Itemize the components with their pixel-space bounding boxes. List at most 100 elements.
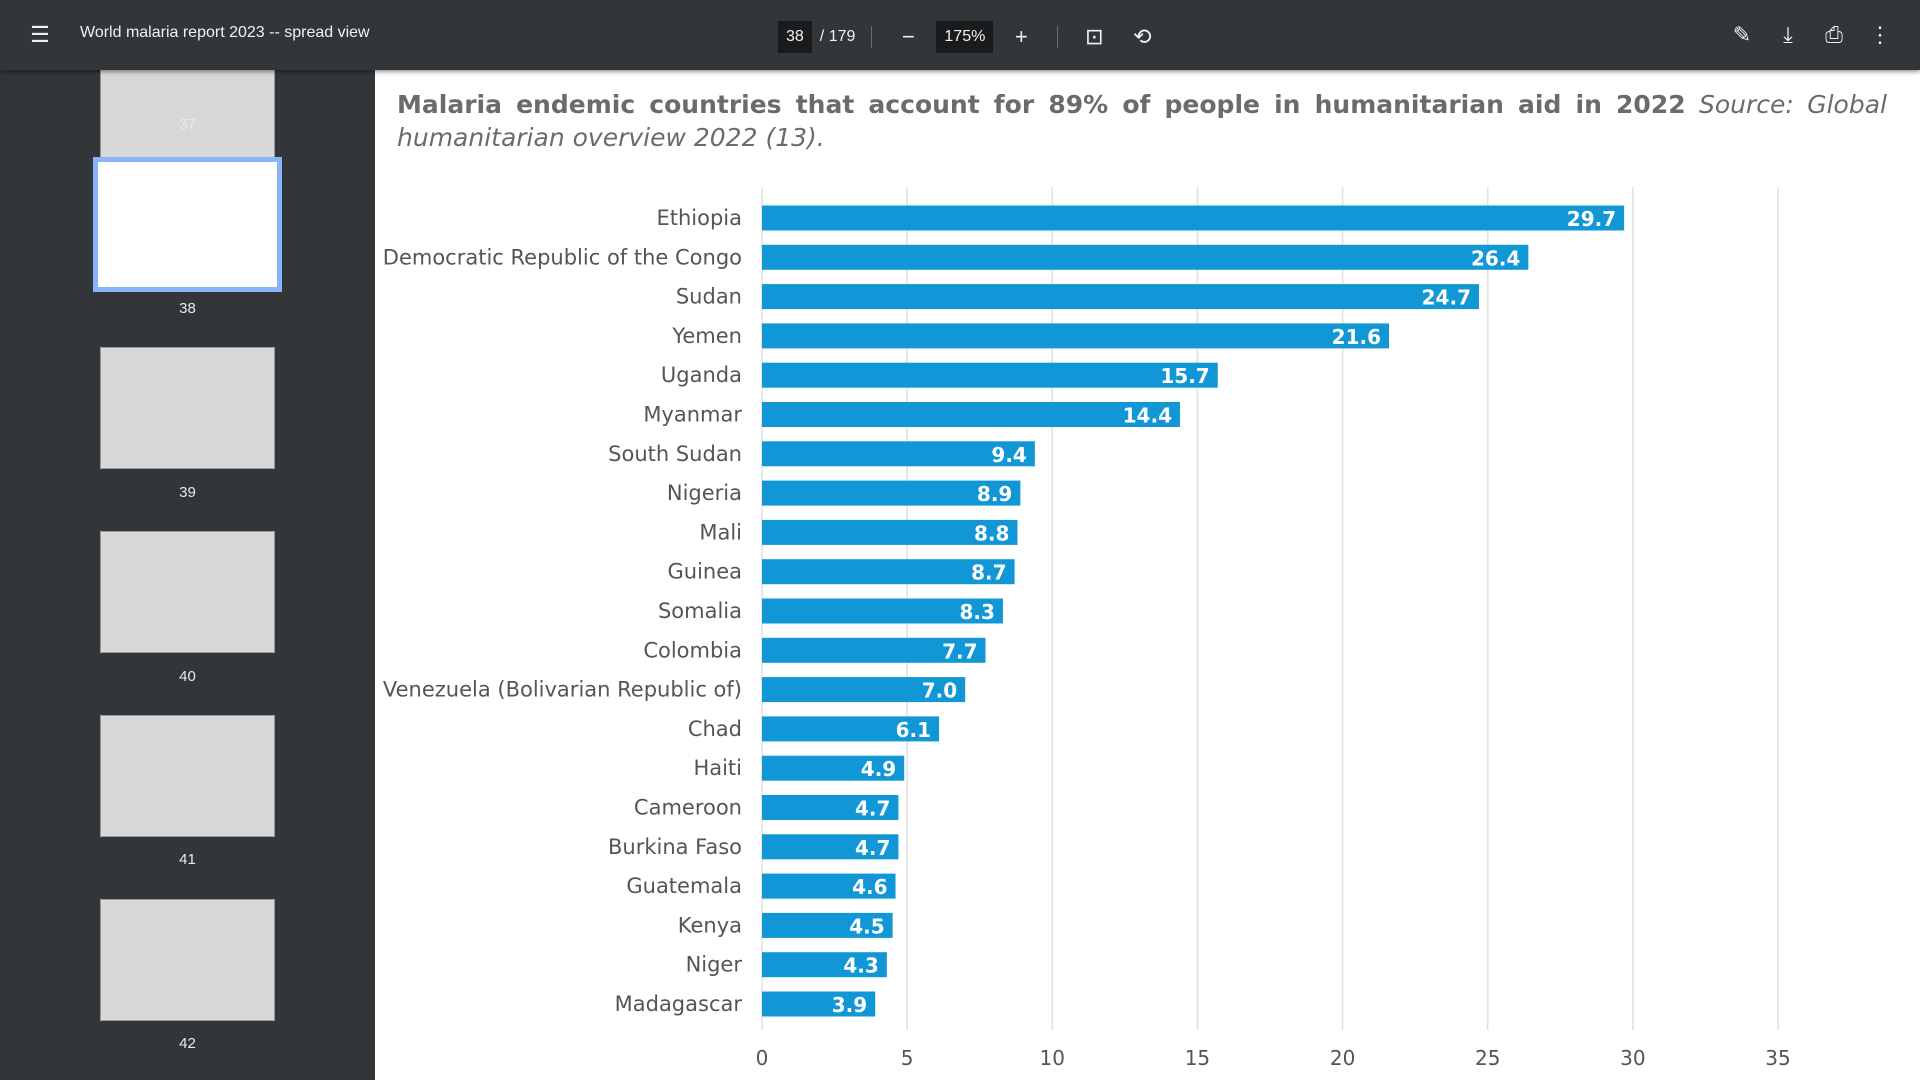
- bar: [762, 952, 887, 978]
- zoom-in-icon[interactable]: +: [1014, 24, 1028, 49]
- bar: [762, 284, 1480, 310]
- x-tick-label: 15: [1185, 1046, 1210, 1070]
- bar-value-label: 8.7: [971, 561, 1006, 585]
- page-total: / 179: [819, 28, 856, 45]
- page-thumbnail-label: 41: [179, 851, 196, 868]
- page-thumbnail[interactable]: [100, 347, 275, 469]
- category-label: Colombia: [643, 638, 742, 662]
- pdf-page: Malaria endemic countries that account f…: [375, 70, 1920, 1080]
- bar-value-label: 21.6: [1332, 325, 1381, 349]
- page-thumbnail-label: 39: [179, 484, 196, 501]
- chart-source: Source: Global humanitarian overview 202…: [397, 90, 1887, 152]
- category-label: Venezuela (Bolivarian Republic of): [383, 678, 742, 702]
- rotate-icon[interactable]: ⟲: [1133, 24, 1152, 49]
- bar-value-label: 4.5: [849, 914, 884, 938]
- page-thumbnail-label: 37: [179, 116, 196, 133]
- bar: [762, 441, 1035, 467]
- x-tick-label: 10: [1040, 1046, 1065, 1070]
- divider: [1057, 26, 1059, 48]
- menu-icon[interactable]: ☰: [30, 22, 50, 47]
- category-label: Haiti: [693, 756, 742, 780]
- divider: [871, 26, 873, 48]
- category-label: Ethiopia: [656, 206, 742, 230]
- bar: [762, 912, 893, 938]
- page-thumbnail[interactable]: [100, 531, 275, 653]
- category-label: Cameroon: [634, 796, 742, 820]
- bar-value-label: 9.4: [991, 443, 1026, 467]
- category-label: Guinea: [667, 560, 742, 584]
- zoom-out-icon[interactable]: −: [901, 24, 915, 49]
- bar: [762, 637, 986, 663]
- category-label: Somalia: [658, 599, 742, 623]
- category-label: South Sudan: [608, 442, 742, 466]
- category-label: Democratic Republic of the Congo: [383, 245, 742, 269]
- category-label: Madagascar: [615, 992, 743, 1016]
- category-label: Nigeria: [667, 481, 742, 505]
- bar: [762, 991, 876, 1017]
- bar: [762, 795, 899, 820]
- bar-chart: 0 5 10 15 20 25 30 35 Ethiopia 29.7 Democratic Rep…: [383, 187, 1791, 1070]
- bar-value-label: 24.7: [1422, 286, 1471, 310]
- bar: [762, 598, 1003, 624]
- bar: [762, 834, 899, 860]
- bar-value-label: 7.0: [922, 679, 957, 703]
- bar-value-label: 8.8: [974, 521, 1009, 545]
- page-thumbnail[interactable]: [100, 50, 275, 172]
- bar: [762, 402, 1181, 427]
- bar-value-label: 15.7: [1160, 364, 1209, 388]
- bar: [762, 362, 1218, 388]
- x-tick-label: 35: [1765, 1046, 1790, 1070]
- zoom-input[interactable]: 175%: [936, 21, 994, 53]
- category-label: Burkina Faso: [608, 835, 742, 859]
- bar-value-label: 4.7: [855, 836, 890, 860]
- bar: [762, 205, 1625, 231]
- bar-value-label: 3.9: [832, 993, 867, 1017]
- category-label: Kenya: [678, 913, 742, 937]
- page-thumbnail[interactable]: [100, 715, 275, 837]
- bar: [762, 519, 1018, 545]
- category-label: Myanmar: [643, 403, 742, 427]
- bar: [762, 244, 1529, 270]
- download-icon[interactable]: ⤓: [1783, 22, 1793, 47]
- fit-page-icon[interactable]: ⊡: [1085, 24, 1104, 49]
- category-label: Mali: [699, 520, 742, 544]
- thumbnail-sidebar: 37 38 39 40 41 42: [0, 50, 375, 1080]
- category-label: Chad: [688, 717, 742, 741]
- bar-value-label: 7.7: [942, 639, 977, 663]
- chart-title-text: Malaria endemic countries that account f…: [397, 90, 1686, 119]
- category-label: Guatemala: [626, 874, 742, 898]
- bar: [762, 677, 966, 703]
- x-tick-label: 5: [901, 1046, 914, 1070]
- bar: [762, 755, 905, 781]
- bar: [762, 716, 940, 742]
- page-thumbnail-label: 42: [179, 1035, 196, 1052]
- page-thumbnail[interactable]: [100, 899, 275, 1021]
- bar-value-label: 4.7: [855, 797, 890, 821]
- toolbar: ☰ World malaria report 2023 -- spread vi…: [0, 0, 1920, 70]
- document-title: World malaria report 2023 -- spread view: [80, 24, 370, 41]
- category-label: Niger: [686, 953, 743, 977]
- bar: [762, 559, 1015, 585]
- bar-value-label: 4.6: [852, 875, 887, 899]
- bar-value-label: 29.7: [1567, 207, 1616, 231]
- category-label: Yemen: [671, 324, 742, 348]
- bar-value-label: 6.1: [896, 718, 931, 742]
- bar: [762, 873, 896, 899]
- page-number-input[interactable]: 38: [778, 21, 812, 53]
- category-label: Sudan: [676, 285, 742, 309]
- pen-icon[interactable]: ✎: [1732, 22, 1752, 47]
- x-tick-label: 0: [756, 1046, 769, 1070]
- category-label: Uganda: [661, 363, 742, 387]
- x-tick-label: 25: [1475, 1046, 1500, 1070]
- x-tick-label: 20: [1330, 1046, 1355, 1070]
- page-thumbnail-selected[interactable]: [93, 157, 282, 292]
- bar-value-label: 4.3: [843, 954, 878, 978]
- bar: [762, 323, 1390, 349]
- page-thumbnail-label: 40: [179, 668, 196, 685]
- bar-value-label: 8.9: [977, 482, 1012, 506]
- page-thumbnail-label: 38: [179, 300, 196, 317]
- x-tick-label: 30: [1620, 1046, 1645, 1070]
- more-options-icon[interactable]: ⋮: [1869, 22, 1891, 47]
- bar-value-label: 8.3: [959, 600, 994, 624]
- print-icon[interactable]: ⎙: [1825, 22, 1843, 47]
